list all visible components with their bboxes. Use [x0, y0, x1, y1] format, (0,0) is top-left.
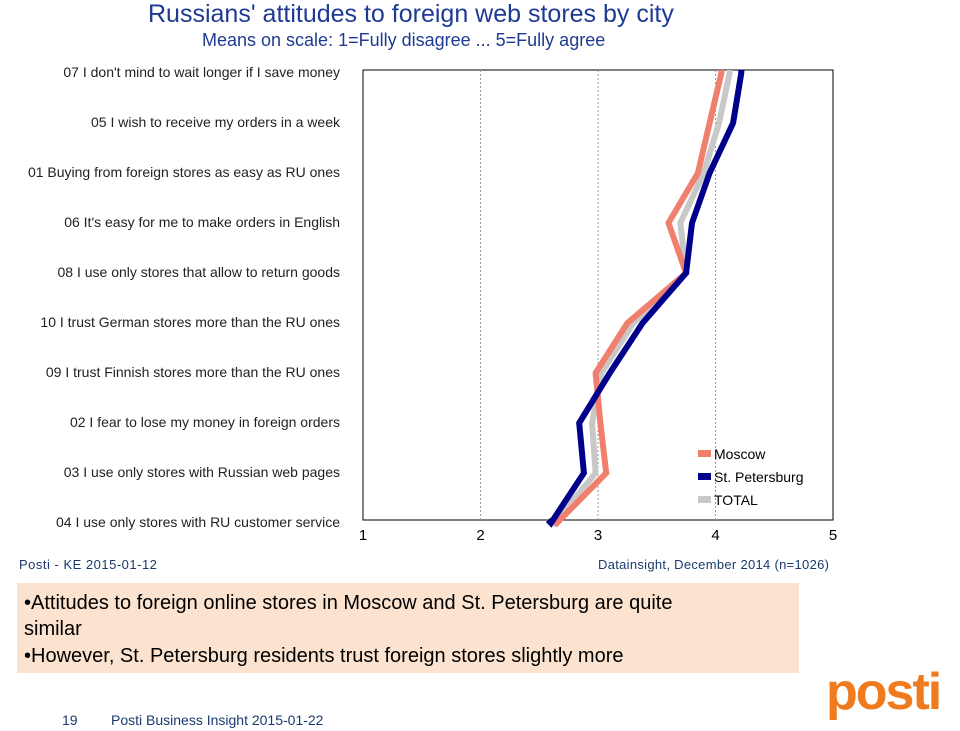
note-line-2: similar: [24, 618, 82, 640]
category-label: 09 I trust Finnish stores more than the …: [45, 364, 340, 380]
source-right: Datainsight, December 2014 (n=1026): [598, 557, 830, 572]
x-tick-label: 2: [476, 527, 485, 544]
category-label: 07 I don't mind to wait longer if I save…: [63, 64, 340, 80]
category-label: 08 I use only stores that allow to retur…: [57, 264, 341, 280]
legend-label-st-petersburg: St. Petersburg: [714, 469, 804, 485]
page-number: 19: [62, 712, 78, 728]
category-label: 06 It's easy for me to make orders in En…: [64, 214, 340, 230]
legend-swatch-total: [698, 496, 711, 503]
category-label: 01 Buying from foreign stores as easy as…: [27, 164, 340, 180]
note-line-1: •Attitudes to foreign online stores in M…: [24, 592, 673, 614]
posti-logo: posti: [826, 663, 942, 721]
series-line-st-petersburg: [545, 70, 745, 528]
x-tick-label: 5: [828, 527, 838, 544]
category-label: 02 I fear to lose my money in foreign or…: [69, 414, 340, 430]
x-tick-label: 1: [358, 527, 368, 544]
legend-swatch-moscow: [698, 450, 711, 457]
source-left: Posti - KE 2015-01-12: [19, 557, 158, 572]
x-tick-label: 4: [711, 527, 720, 544]
legend-label-moscow: Moscow: [714, 446, 766, 462]
legend-swatch-st-petersburg: [698, 473, 711, 480]
series-line-moscow: [551, 70, 725, 528]
category-label: 10 I trust German stores more than the R…: [40, 314, 340, 330]
page-title: Posti Business Insight 2015-01-22: [111, 712, 324, 728]
category-label: 03 I use only stores with Russian web pa…: [63, 464, 340, 480]
category-label: 05 I wish to receive my orders in a week: [91, 114, 340, 130]
chart-title: Russians' attitudes to foreign web store…: [148, 0, 674, 28]
legend-label-total: TOTAL: [714, 492, 758, 508]
note-line-3: •However, St. Petersburg residents trust…: [24, 645, 624, 667]
notes-box: •Attitudes to foreign online stores in M…: [17, 583, 799, 673]
chart-subtitle: Means on scale: 1=Fully disagree ... 5=F…: [202, 30, 606, 50]
category-label: 04 I use only stores with RU customer se…: [56, 514, 340, 530]
x-tick-label: 3: [593, 527, 603, 544]
